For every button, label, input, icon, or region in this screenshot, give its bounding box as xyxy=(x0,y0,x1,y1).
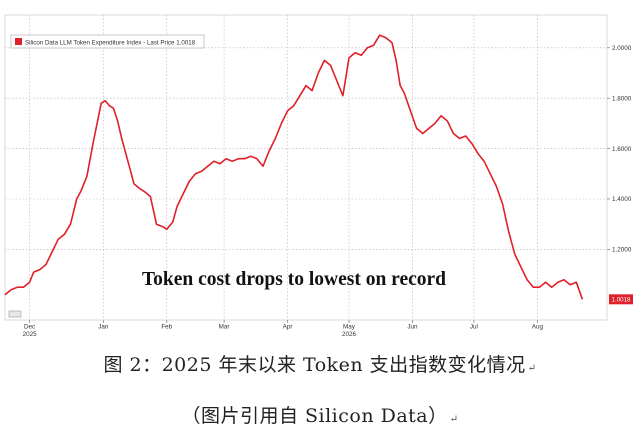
legend-box xyxy=(10,34,205,49)
x-tick-label: Jun xyxy=(407,324,418,331)
series-line xyxy=(4,34,584,300)
x-year-label: 2026 xyxy=(342,331,357,338)
x-tick-label: Jul xyxy=(470,324,478,331)
x-tick-label: Aug xyxy=(532,324,544,331)
gridlines xyxy=(5,15,607,320)
paragraph-mark-icon: ↵ xyxy=(449,414,459,425)
y-tick-label: 1.8000 xyxy=(612,95,632,102)
line-chart: 1.2000 1.4000 1.6000 1.8000 2.0000 Dec Jan Feb… xyxy=(4,14,633,338)
x-tick-label: Apr xyxy=(283,324,293,331)
x-year-label: 2025 xyxy=(23,331,38,338)
x-axis: Dec Jan Feb Mar Apr May Jun Jul Aug 2025 2026 xyxy=(23,320,544,338)
last-price-tag-box xyxy=(609,294,633,305)
scroll-handle[interactable] xyxy=(8,310,22,318)
x-tick-label: Jan xyxy=(98,324,109,331)
x-tick-label: May xyxy=(343,324,356,331)
legend-swatch xyxy=(15,38,22,45)
y-tick-label: 1.6000 xyxy=(612,146,632,153)
y-axis-ticks: 1.2000 1.4000 1.6000 1.8000 2.0000 xyxy=(607,45,632,254)
y-tick-label: 1.4000 xyxy=(612,196,632,203)
legend-label: Silicon Data LLM Token Expenditure Index… xyxy=(25,40,196,47)
last-price-tag-label: 1.0018 xyxy=(612,297,631,304)
plot-area xyxy=(4,14,608,321)
chart-annotation: Token cost drops to lowest on record xyxy=(142,269,446,290)
y-tick-label: 2.0000 xyxy=(612,45,632,52)
x-tick-label: Mar xyxy=(219,324,230,331)
figure-source: （图片引用自 Silicon Data） ↵ xyxy=(0,401,640,428)
x-tick-label: Dec xyxy=(24,324,35,331)
x-tick-label: Feb xyxy=(161,324,172,331)
paragraph-mark-icon: ↵ xyxy=(527,363,537,374)
y-tick-label: 1.2000 xyxy=(612,247,632,254)
last-price-tag: 1.0018 xyxy=(609,294,633,305)
legend: Silicon Data LLM Token Expenditure Index… xyxy=(10,34,205,49)
figure-caption: 图 2：2025 年末以来 Token 支出指数变化情况 ↵ xyxy=(0,350,640,377)
caption-text: 图 2：2025 年末以来 Token 支出指数变化情况 xyxy=(103,354,526,376)
series xyxy=(4,34,584,300)
source-text: （图片引用自 Silicon Data） xyxy=(181,405,448,427)
